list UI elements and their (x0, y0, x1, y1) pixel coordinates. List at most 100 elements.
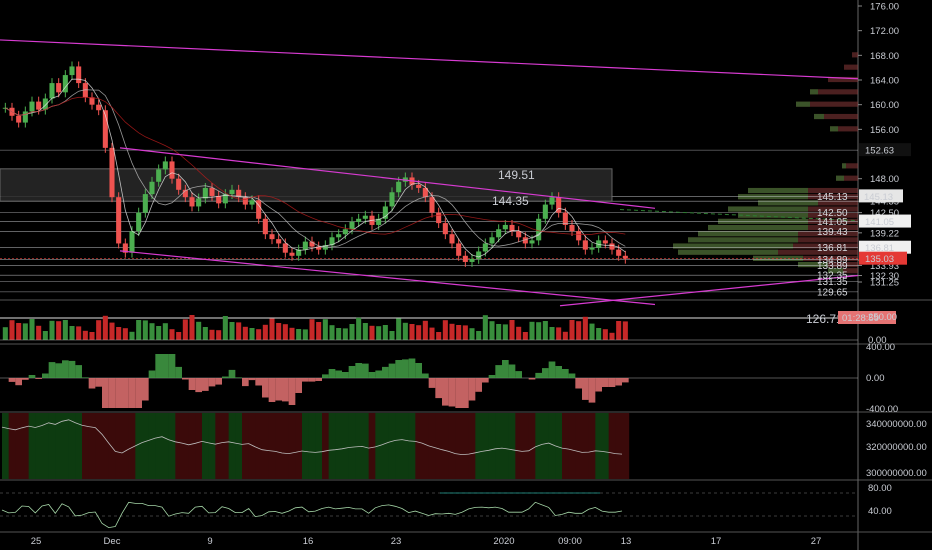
candle-body (382, 206, 388, 219)
volume-bar (149, 323, 155, 340)
obv-background-bar (8, 413, 16, 479)
macd-histogram-bar (595, 378, 602, 392)
macd-histogram-bar (315, 378, 322, 381)
obv-background-bar (542, 413, 550, 479)
candle-body (236, 189, 242, 198)
candle-body (229, 189, 235, 195)
obv-background-bar (488, 413, 496, 479)
candle-body (556, 197, 562, 213)
candle-body (222, 194, 228, 204)
macd-histogram-bar (168, 354, 176, 378)
volume-bar (442, 320, 448, 340)
volume-bar (389, 331, 395, 340)
x-tick-label: 23 (391, 536, 402, 547)
volume-profile-bar-green (828, 268, 843, 274)
macd-histogram-bar (95, 378, 102, 387)
volume-bar (516, 326, 522, 340)
obv-background-bar (548, 413, 556, 479)
candle-body (396, 181, 402, 193)
macd-histogram-bar (448, 378, 456, 407)
candle-body (602, 240, 608, 244)
volume-bar (209, 329, 215, 340)
macd-histogram-bar (262, 378, 269, 398)
obv-background-bar (95, 413, 103, 479)
obv-background-bar (182, 413, 190, 479)
obv-background-bar (328, 413, 336, 479)
candle-body (522, 237, 528, 244)
macd-histogram-bar (75, 365, 82, 378)
obv-background-bar (2, 413, 10, 479)
volume-bar (96, 320, 102, 340)
volume-profile-label: 134.89 (817, 255, 848, 266)
macd-histogram-bar (308, 378, 316, 382)
macd-histogram-bar (575, 378, 582, 389)
volume-bar (489, 321, 495, 340)
volume-bar (42, 331, 48, 340)
obv-background-bar (595, 413, 603, 479)
macd-histogram-bar (568, 373, 576, 378)
candle-body (569, 224, 575, 232)
macd-histogram-bar (182, 378, 189, 380)
macd-histogram-bar (282, 378, 289, 402)
macd-histogram-bar (88, 378, 96, 389)
obv-background-bar (428, 413, 436, 479)
candle-body (216, 195, 222, 204)
candle-body (282, 243, 288, 253)
obv-background-bar (342, 413, 350, 479)
candle-body (589, 247, 595, 250)
candle-body (176, 178, 182, 190)
candle-body (42, 98, 48, 110)
macd-histogram-bar (8, 378, 16, 382)
candle-body (49, 83, 55, 99)
volume-bar (216, 330, 222, 340)
candle-body (149, 181, 155, 195)
obv-background-bar (288, 413, 296, 479)
candle-body (242, 197, 248, 205)
macd-histogram-bar (68, 360, 76, 378)
volume-profile-label: 145.13 (817, 192, 848, 203)
volume-profile-bar (810, 89, 858, 95)
annotation-144-35: 144.35 (492, 194, 529, 208)
volume-profile-label: 131.35 (817, 277, 848, 288)
volume-bar (576, 321, 582, 340)
obv-panel (1, 413, 630, 479)
candle-body (182, 189, 188, 198)
obv-background-bar (455, 413, 463, 479)
macd-histogram-bar (22, 378, 29, 380)
macd-histogram-bar (175, 366, 182, 378)
volume-bar (242, 326, 248, 340)
volume-profile-bar-green (728, 206, 808, 212)
candle-body (76, 66, 82, 84)
obv-background-bar (482, 413, 490, 479)
volume-bar (16, 323, 22, 340)
volume-bar (176, 332, 182, 340)
macd-histogram-bar (482, 378, 489, 383)
candle-body (616, 249, 622, 256)
candle-body (209, 187, 215, 196)
countdown-label: 01:28:59 (842, 313, 879, 324)
macd-histogram-bar (102, 378, 109, 408)
volume-bar (382, 325, 388, 340)
volume-bar (362, 323, 368, 340)
box1-label: 145.13 (864, 192, 893, 203)
macd-histogram-bar (495, 365, 502, 378)
obv-background-bar (508, 413, 516, 479)
volume-profile-bar (842, 163, 858, 169)
box3-label-bg (859, 240, 911, 254)
volume-profile-bar-green (688, 237, 798, 243)
macd-histogram-bar (342, 372, 349, 378)
candle-body (562, 212, 568, 225)
macd-histogram-bar (162, 354, 169, 378)
obv-background-bar (355, 413, 363, 479)
y-tick-label: 176.00 (870, 2, 899, 13)
candle-body (289, 252, 295, 256)
candle-body (62, 75, 68, 93)
volume-profile-bar-green (796, 101, 810, 107)
candle-body (262, 218, 268, 235)
volume-bar (269, 318, 275, 340)
y-tick-label: 164.00 (870, 76, 899, 87)
volume-bar (156, 326, 162, 340)
volume-profile-bar-green (830, 126, 838, 132)
candle-body (329, 237, 335, 246)
